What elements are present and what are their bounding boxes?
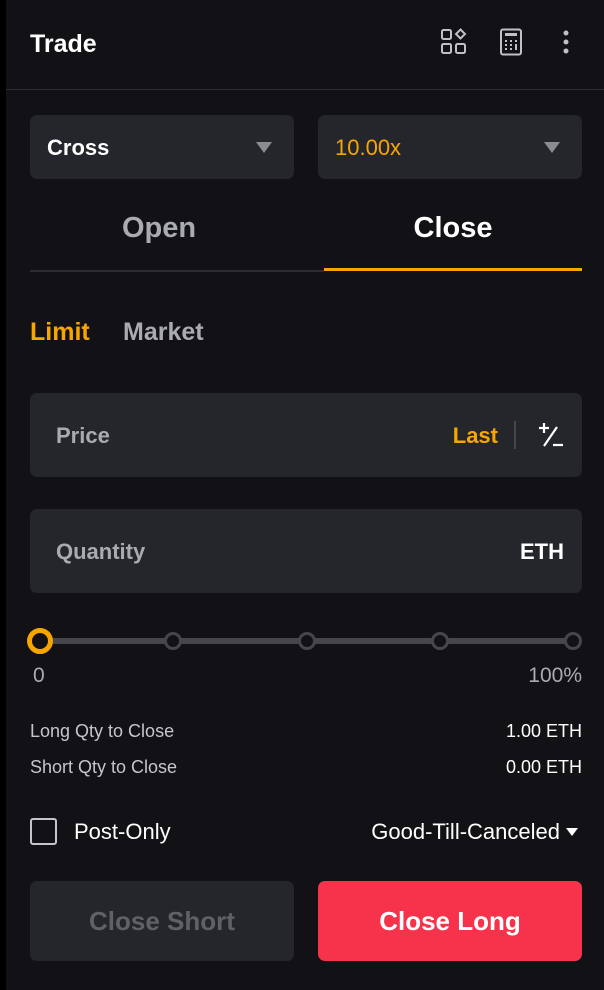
page-title: Trade	[30, 30, 97, 58]
slider-mark-50[interactable]	[298, 632, 316, 650]
quantity-unit: ETH	[520, 539, 564, 564]
slider-mark-100[interactable]	[564, 632, 582, 650]
time-in-force-select[interactable]: Good-Till-Canceled	[371, 819, 578, 845]
calculator-icon[interactable]	[497, 28, 525, 56]
price-label: Price	[56, 423, 110, 448]
close-short-button[interactable]: Close Short	[30, 881, 294, 961]
quantity-label: Quantity	[56, 539, 146, 564]
last-price-button[interactable]: Last	[452, 423, 498, 448]
price-input[interactable]: Price Last	[30, 393, 582, 477]
leverage-value: 10.00x	[335, 135, 402, 160]
long-qty-label: Long Qty to Close	[30, 721, 175, 741]
slider-mark-25[interactable]	[164, 632, 182, 650]
close-long-button[interactable]: Close Long	[318, 881, 582, 961]
post-only-label: Post-Only	[74, 819, 171, 844]
caret-down-icon	[544, 142, 560, 153]
time-in-force-value: Good-Till-Canceled	[371, 819, 560, 844]
trade-panel: Trade Cross 10.00x Open Close Limit Mark…	[6, 0, 604, 990]
short-qty-label: Short Qty to Close	[30, 757, 178, 777]
leverage-select[interactable]: 10.00x	[318, 115, 582, 179]
slider-max-label: 100%	[528, 664, 582, 687]
short-qty-value: 0.00 ETH	[505, 757, 582, 777]
slider-mark-75[interactable]	[431, 632, 449, 650]
tab-active-indicator	[324, 268, 582, 271]
tab-divider	[30, 270, 324, 272]
margin-mode-value: Cross	[47, 135, 110, 160]
divider	[514, 421, 516, 449]
slider-min-label: 0	[33, 664, 45, 687]
order-type-limit[interactable]: Limit	[30, 318, 90, 346]
plus-minus-icon[interactable]	[538, 422, 564, 448]
slider-handle[interactable]	[27, 628, 53, 654]
tab-open[interactable]: Open	[121, 212, 197, 244]
tab-close[interactable]: Close	[413, 212, 493, 244]
caret-down-icon	[256, 142, 272, 153]
margin-mode-select[interactable]: Cross	[30, 115, 294, 179]
order-type-market[interactable]: Market	[123, 318, 204, 346]
layout-grid-icon[interactable]	[440, 28, 468, 56]
more-vertical-icon[interactable]	[552, 28, 580, 56]
header: Trade	[6, 0, 604, 90]
caret-down-icon	[566, 828, 578, 836]
post-only-checkbox[interactable]	[30, 818, 57, 845]
quantity-input[interactable]: Quantity ETH	[30, 509, 582, 593]
long-qty-value: 1.00 ETH	[505, 721, 582, 741]
